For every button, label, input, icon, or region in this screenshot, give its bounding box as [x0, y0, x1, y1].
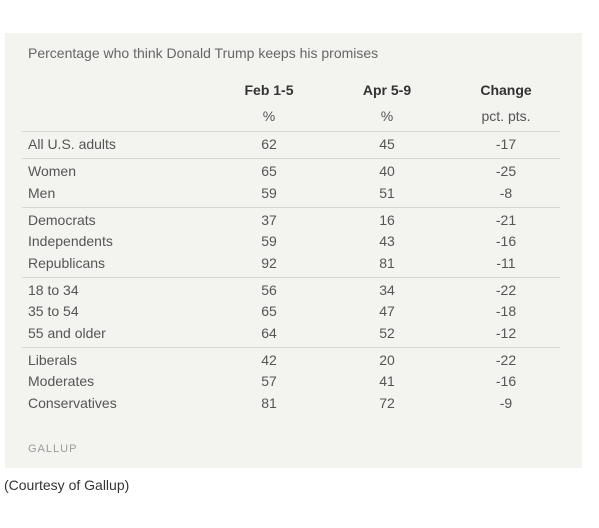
- cell-value: -8: [499, 184, 513, 201]
- cell-value: 59: [261, 233, 277, 249]
- cell-value: 62: [261, 136, 277, 152]
- group-rule: [22, 158, 560, 159]
- row-label: All U.S. adults: [28, 136, 116, 152]
- cell-value: 40: [379, 163, 395, 179]
- cell-value: 59: [261, 184, 277, 201]
- column-unit: %: [262, 108, 276, 124]
- cell-value: 20: [379, 351, 395, 368]
- cell-value: 65: [261, 163, 277, 179]
- cell-value: 47: [379, 303, 395, 319]
- row-label: Conservatives: [28, 394, 117, 411]
- cell-value: 64: [261, 324, 277, 341]
- cell-value: -16: [495, 373, 517, 389]
- cell-value: 51: [379, 184, 395, 201]
- cell-value: -12: [495, 324, 517, 341]
- row-label: Independents: [28, 233, 113, 249]
- column-header: Feb 1-5: [244, 82, 294, 98]
- row-label: 18 to 34: [28, 281, 79, 298]
- cell-value: -17: [495, 136, 517, 152]
- row-label: Liberals: [28, 351, 78, 368]
- cell-value: -16: [495, 233, 517, 249]
- cell-value: 42: [261, 351, 277, 368]
- row-label: Moderates: [28, 373, 95, 389]
- cell-value: 37: [261, 211, 277, 228]
- row-label: Democrats: [28, 211, 96, 228]
- cell-value: 43: [379, 233, 395, 249]
- cell-value: 92: [261, 254, 277, 271]
- cell-value: -22: [495, 351, 517, 368]
- cell-value: 57: [261, 373, 277, 389]
- column-unit: pct. pts.: [481, 108, 531, 124]
- row-label: Men: [28, 184, 56, 201]
- cell-value: 34: [379, 281, 395, 298]
- title: Percentage who think Donald Trump keeps …: [28, 45, 379, 61]
- group-rule: [22, 346, 560, 348]
- cell-value: -22: [495, 281, 517, 298]
- column-header: Apr 5-9: [362, 82, 412, 98]
- row-label: 55 and older: [28, 324, 106, 341]
- cell-value: 56: [261, 281, 277, 298]
- column-header: Change: [480, 82, 532, 98]
- group-rule: [22, 276, 560, 278]
- cell-value: 81: [261, 394, 277, 411]
- row-label: Women: [28, 163, 76, 179]
- cell-value: 65: [261, 303, 277, 319]
- cell-value: 16: [379, 211, 395, 228]
- cell-value: 81: [379, 254, 395, 271]
- cell-value: -21: [495, 211, 517, 228]
- row-label: 35 to 54: [28, 303, 79, 319]
- row-label: Republicans: [28, 254, 106, 271]
- cell-value: -25: [495, 163, 517, 179]
- cell-value: -9: [499, 394, 513, 411]
- group-rule: [22, 206, 560, 208]
- cell-value: 41: [379, 373, 395, 389]
- cell-value: 52: [379, 324, 395, 341]
- caption: (Courtesy of Gallup): [4, 477, 130, 493]
- table-panel: [5, 33, 582, 468]
- cell-value: -11: [496, 254, 516, 271]
- column-unit: %: [380, 108, 394, 124]
- group-rule: [22, 131, 560, 132]
- cell-value: 45: [379, 136, 395, 152]
- cell-value: 72: [379, 394, 395, 411]
- source: GALLUP: [28, 443, 78, 455]
- cell-value: -18: [495, 303, 517, 319]
